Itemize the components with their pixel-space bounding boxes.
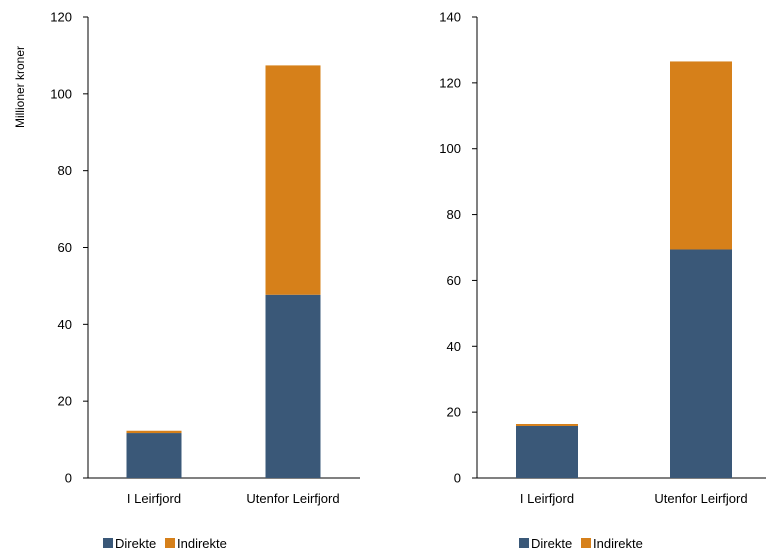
bar-indirekte-1 [265, 65, 321, 295]
y-tick-label: 120 [50, 10, 72, 25]
legend-swatch-indirekte [165, 538, 175, 548]
legend-swatch-direkte [103, 538, 113, 548]
y-tick-label: 20 [58, 394, 72, 409]
y-tick-label: 100 [50, 86, 72, 101]
y-tick-label: 100 [439, 141, 461, 156]
y-tick-label: 40 [447, 339, 461, 354]
bar-direkte-1 [265, 294, 321, 478]
legend-label-indirekte: Indirekte [593, 536, 643, 551]
y-tick-label: 80 [58, 163, 72, 178]
y-tick-label: 20 [447, 405, 461, 420]
legend-label-direkte: Direkte [115, 536, 156, 551]
y-tick-label: 40 [58, 317, 72, 332]
y-axis-title: Millioner kroner [13, 46, 27, 128]
bar-indirekte-0 [516, 423, 578, 426]
bar-indirekte-1 [670, 61, 732, 250]
y-tick-label: 120 [439, 75, 461, 90]
legend-swatch-indirekte [581, 538, 591, 548]
y-tick-label: 60 [58, 240, 72, 255]
x-tick-label: I Leirfjord [520, 491, 574, 506]
x-tick-label: I Leirfjord [127, 491, 181, 506]
bar-indirekte-0 [126, 430, 182, 434]
y-tick-label: 140 [439, 10, 461, 25]
y-tick-label: 0 [65, 471, 72, 486]
bar-direkte-0 [516, 425, 578, 478]
legend-label-indirekte: Indirekte [177, 536, 227, 551]
y-tick-label: 60 [447, 273, 461, 288]
bar-direkte-1 [670, 249, 732, 478]
y-tick-label: 0 [454, 471, 461, 486]
x-tick-label: Utenfor Leirfjord [246, 491, 339, 506]
bar-direkte-0 [126, 433, 182, 478]
legend-label-direkte: Direkte [531, 536, 572, 551]
y-tick-label: 80 [447, 207, 461, 222]
legend-swatch-direkte [519, 538, 529, 548]
x-tick-label: Utenfor Leirfjord [654, 491, 747, 506]
